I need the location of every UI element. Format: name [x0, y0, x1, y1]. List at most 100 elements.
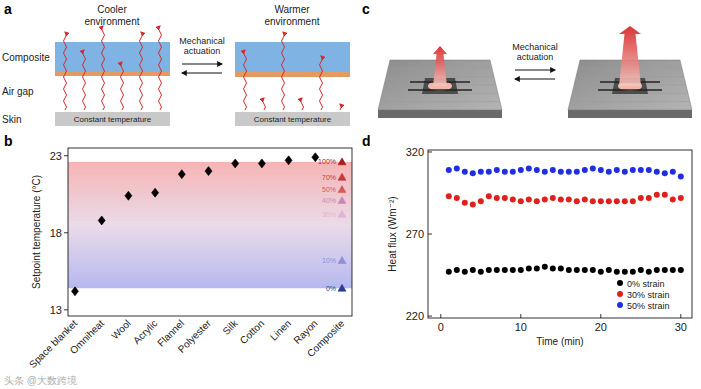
data-point [574, 169, 580, 175]
data-point [638, 167, 644, 173]
data-point [502, 267, 508, 273]
data-point [502, 195, 508, 201]
data-point [638, 195, 644, 201]
y-tick-label: 270 [406, 228, 424, 240]
x-axis-label: Time (min) [536, 336, 583, 347]
device-bar [408, 89, 472, 91]
data-point [654, 169, 660, 175]
data-point [582, 167, 588, 173]
x-tick [440, 314, 441, 318]
data-point [446, 269, 452, 275]
data-point [470, 267, 476, 273]
data-point [550, 265, 556, 271]
label-line: Mechanical [512, 42, 558, 52]
y-tick [64, 309, 68, 310]
data-point [542, 197, 548, 203]
x-tick-label: Linen [268, 318, 293, 343]
data-point [486, 169, 492, 175]
data-point [486, 267, 492, 273]
data-point [566, 197, 572, 203]
y-tick-label: 13 [50, 304, 62, 316]
figure: a Coolerenvironment Warmerenvironment Mecha… [0, 0, 701, 389]
data-point [646, 195, 652, 201]
data-point [630, 167, 636, 173]
point-label: 50% [322, 186, 336, 193]
y-tick-label: 18 [50, 227, 62, 239]
y-tick [64, 232, 68, 233]
data-point [574, 198, 580, 204]
plot-frame [428, 150, 692, 318]
composite-layer [55, 42, 170, 72]
data-point [152, 188, 159, 197]
y-tick [64, 155, 68, 156]
data-point [630, 198, 636, 204]
data-point [670, 267, 676, 273]
heat-arrow [320, 56, 323, 110]
data-point [590, 267, 596, 273]
data-point [494, 195, 500, 201]
x-tick [600, 314, 601, 318]
data-point [338, 210, 346, 217]
data-point [205, 167, 212, 176]
data-point [670, 169, 676, 175]
label-line: environment [264, 16, 319, 27]
x-tick-label: Omniheat [68, 317, 107, 356]
panel-letter: a [4, 1, 12, 17]
data-point [125, 191, 132, 200]
data-point [582, 197, 588, 203]
actuation-arrow [182, 63, 222, 64]
data-point [590, 165, 596, 171]
data-point [454, 165, 460, 171]
label-line: Warmer [274, 4, 310, 15]
legend-swatch [617, 302, 623, 308]
data-point [285, 156, 292, 165]
data-point [178, 170, 185, 179]
data-point [454, 267, 460, 273]
y-tick [428, 234, 432, 235]
point-label: 70% [322, 174, 336, 181]
data-point [606, 198, 612, 204]
data-point [590, 198, 596, 204]
device-bar [598, 89, 662, 91]
data-point [542, 264, 548, 270]
data-point [526, 265, 532, 271]
x-tick-label: 10 [515, 321, 527, 333]
x-tick-label: 20 [595, 321, 607, 333]
data-point [462, 269, 468, 275]
panel-letter: c [362, 1, 370, 17]
panel-letter: b [4, 133, 13, 149]
heat-arrow [140, 32, 143, 110]
data-point [338, 196, 346, 203]
data-point [526, 165, 532, 171]
y-tick-label: 23 [50, 150, 62, 162]
data-point [526, 197, 532, 203]
skin-layer [235, 112, 350, 126]
panel-title: Coolerenvironment [84, 4, 139, 27]
x-tick-label: 0 [438, 321, 444, 333]
y-axis-label: Heat flux (Wm⁻²) [387, 196, 398, 271]
heat-arrow [102, 26, 105, 110]
y-tick-label: 320 [406, 146, 424, 158]
data-point [662, 170, 668, 176]
device-grid [570, 101, 690, 102]
data-point [558, 169, 564, 175]
data-point [510, 267, 516, 273]
y-tick [428, 316, 432, 317]
data-point [518, 167, 524, 173]
data-point [72, 287, 79, 296]
actuation-arrow [182, 72, 222, 73]
plot-frame [68, 148, 352, 316]
label-line: actuation [517, 52, 554, 62]
data-point [662, 267, 668, 273]
device-side [568, 110, 692, 118]
legend-label: 30% strain [627, 290, 670, 300]
x-tick-label: Polyester [176, 317, 214, 355]
watermark: 头条 @大数跨境 [4, 375, 77, 386]
skin-text: Constant temperature [74, 115, 152, 124]
data-point [654, 267, 660, 273]
point-label: 100% [318, 158, 336, 165]
data-point [558, 265, 564, 271]
data-point [646, 167, 652, 173]
data-point [678, 174, 684, 180]
data-point [338, 186, 346, 193]
